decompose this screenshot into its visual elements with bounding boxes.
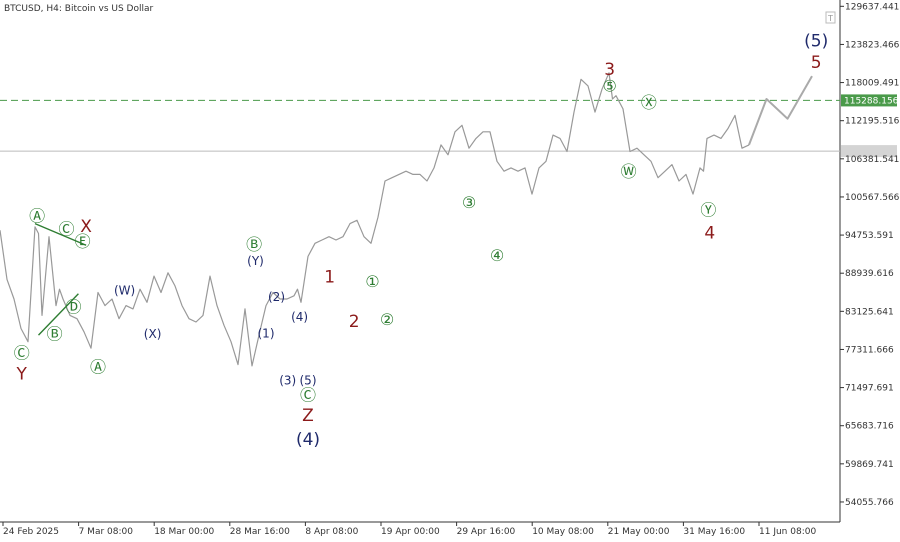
wave-label: Y [16, 364, 28, 384]
wave-label: X [80, 217, 92, 237]
y-tick-label: 65683.716 [845, 422, 894, 432]
wave-label: Ⓒ [58, 220, 74, 239]
x-tick-label: 28 Mar 16:00 [230, 527, 290, 537]
horizontal-lines: 115288.156 [0, 94, 899, 158]
wave-label: ⑤ [603, 77, 617, 96]
wave-label: 4 [704, 223, 715, 243]
y-tick-label: 94753.591 [845, 231, 894, 241]
wave-label: (W) [114, 284, 135, 298]
wave-label: ① [365, 272, 379, 291]
wave-label: Ⓐ [90, 357, 106, 376]
y-tick-label: 100567.566 [845, 193, 900, 203]
wave-label: (5) [804, 31, 828, 51]
y-tick-label: 83125.641 [845, 307, 894, 317]
wave-label: (1) [258, 326, 275, 340]
x-tick-label: 31 May 16:00 [683, 527, 745, 537]
wave-label: Ⓔ [75, 232, 91, 251]
y-tick-label: 129637.441 [845, 2, 899, 12]
x-tick-label: 18 Mar 00:00 [154, 527, 214, 537]
wave-label: Ⓐ [29, 207, 45, 226]
chart-title: BTCUSD, H4: Bitcoin vs US Dollar [4, 4, 153, 14]
projection-line [748, 75, 813, 146]
wave-label: ③ [462, 193, 476, 212]
wave-label: 1 [324, 267, 335, 287]
wave-label: (4) [296, 430, 320, 450]
current-price-box [841, 145, 897, 158]
wave-label: ② [380, 310, 394, 329]
wave-label: Ⓧ [641, 93, 657, 112]
x-tick-label: 24 Feb 2025 [3, 527, 59, 537]
wave-label: Ⓒ [14, 344, 30, 363]
wave-label: ④ [490, 246, 504, 265]
x-tick-label: 7 Mar 08:00 [79, 527, 134, 537]
trendline[interactable] [37, 293, 79, 336]
wave-label: Ⓑ [47, 325, 63, 344]
y-tick-label: 118009.491 [845, 79, 899, 89]
wave-label: 3 [604, 60, 615, 80]
price-series [0, 72, 813, 367]
wave-label: Ⓓ [65, 298, 81, 317]
trendlines [34, 222, 87, 336]
x-tick-label: 11 Jun 08:00 [759, 527, 816, 537]
wave-label: 5 [811, 53, 822, 73]
y-tick-label: 77311.666 [845, 345, 894, 355]
wave-label: (X) [144, 327, 162, 341]
wave-label: (3) [279, 374, 296, 388]
price-line [0, 72, 750, 367]
price-marker-label: 115288.156 [844, 96, 899, 106]
y-tick-label: 88939.616 [845, 269, 894, 279]
x-tick-label: 29 Apr 16:00 [457, 527, 516, 537]
x-tick-label: 10 May 08:00 [532, 527, 594, 537]
wave-label: 2 [349, 312, 360, 332]
price-marker-box [841, 94, 897, 107]
wave-label: (2) [268, 290, 285, 304]
wave-label: Ⓒ [300, 386, 316, 405]
y-tick-label: 112195.516 [845, 117, 900, 127]
wave-label: Z [302, 406, 314, 426]
x-tick-label: 8 Apr 08:00 [305, 527, 358, 537]
price-axis: 129637.441 123823.466 118009.491 112195.516… [840, 2, 900, 508]
wave-label: (4) [291, 310, 308, 324]
x-tick-label: 19 Apr 00:00 [381, 527, 440, 537]
trendline[interactable] [34, 222, 87, 246]
svg-text:T: T [827, 14, 833, 23]
close-chart-icon[interactable]: T [825, 11, 836, 24]
wave-label: Ⓦ [621, 162, 637, 181]
y-tick-label: 106381.541 [845, 155, 899, 165]
wave-label: (5) [300, 374, 317, 388]
y-tick-label: 123823.466 [845, 40, 900, 50]
x-tick-label: 21 May 00:00 [608, 527, 670, 537]
y-tick-label: 54055.766 [845, 498, 894, 508]
time-axis: 24 Feb 2025 7 Mar 08:00 18 Mar 00:00 28 Mar… [2, 522, 816, 537]
wave-label: (Y) [247, 254, 264, 268]
y-tick-label: 71497.691 [845, 384, 894, 394]
y-tick-label: 59869.741 [845, 460, 894, 470]
wave-label: Ⓨ [700, 201, 716, 220]
wave-label: Ⓑ [246, 235, 262, 254]
